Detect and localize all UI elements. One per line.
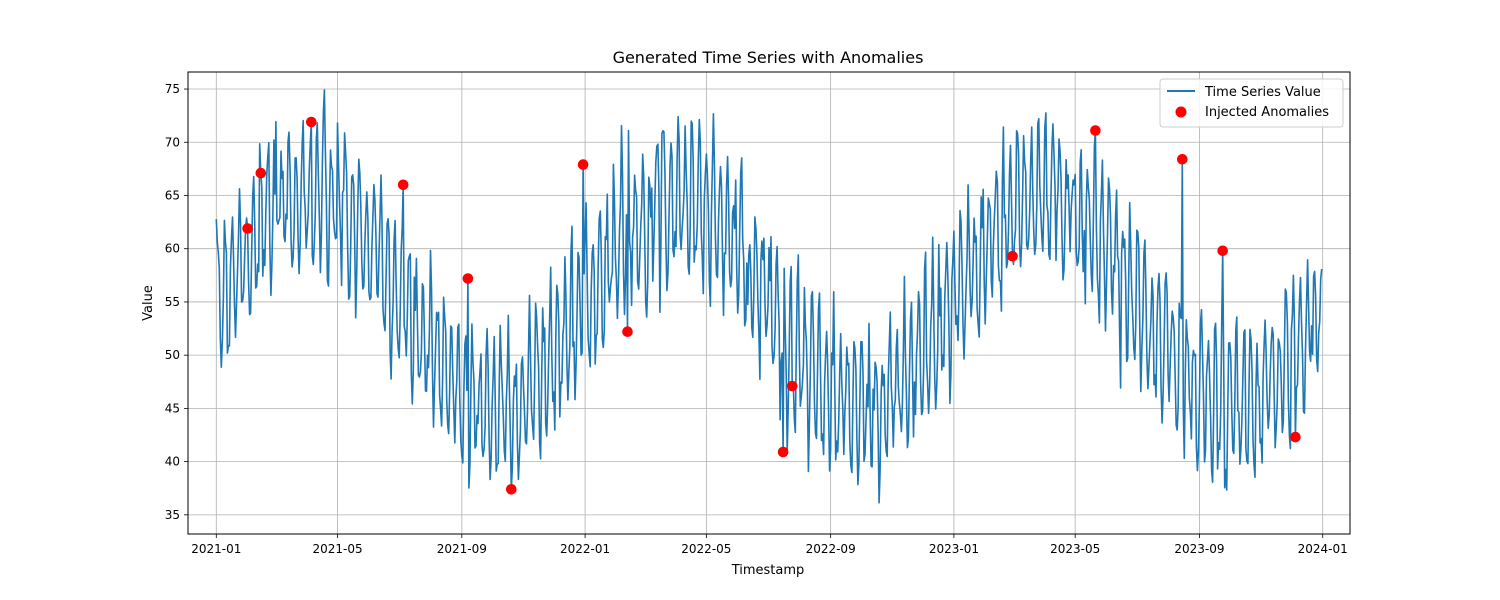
chart-title: Generated Time Series with Anomalies <box>613 48 924 67</box>
anomaly-point <box>255 167 267 179</box>
legend-label-series: Time Series Value <box>1204 85 1321 100</box>
y-axis-label: Value <box>141 285 156 321</box>
legend: Time Series Value Injected Anomalies <box>1159 78 1344 128</box>
x-tick-label: 2024-01 <box>1298 542 1348 556</box>
anomaly-point <box>242 223 253 234</box>
x-tick-label: 2023-01 <box>929 542 979 556</box>
x-tick-label: 2021-01 <box>191 542 241 556</box>
anomaly-point <box>306 116 317 128</box>
y-tick-label: 55 <box>165 295 180 309</box>
x-tick-label: 2021-09 <box>437 542 487 556</box>
anomaly-point <box>462 273 474 284</box>
x-tick-label: 2022-05 <box>681 542 731 556</box>
anomaly-point <box>622 326 633 338</box>
plot-frame <box>187 71 1351 535</box>
y-tick-label: 60 <box>165 242 180 256</box>
y-tick-label: 75 <box>165 82 180 96</box>
x-axis-ticks: 2021-01 2021-05 2021-09 2022-01 2022-05 2022-… <box>191 534 1348 556</box>
anomaly-point <box>397 179 409 191</box>
anomaly-point <box>506 484 517 495</box>
grid <box>188 72 1350 534</box>
anomaly-point <box>786 380 798 392</box>
legend-box <box>1159 78 1344 128</box>
anomaly-point <box>1177 154 1188 165</box>
y-tick-label: 65 <box>165 188 180 202</box>
y-tick-label: 70 <box>165 135 180 149</box>
anomaly-point <box>1217 245 1228 257</box>
x-tick-label: 2023-05 <box>1050 542 1100 556</box>
y-tick-label: 35 <box>165 508 180 522</box>
anomaly-point <box>577 159 589 170</box>
series-line-path <box>215 89 1323 504</box>
anomaly-points <box>242 116 1301 495</box>
legend-label-anomalies: Injected Anomalies <box>1205 105 1329 120</box>
anomaly-point <box>1090 125 1101 136</box>
anomaly-point <box>777 446 789 458</box>
y-tick-label: 45 <box>165 401 180 415</box>
x-axis-label: Timestamp <box>731 563 805 578</box>
anomaly-point <box>1290 431 1301 443</box>
y-tick-label: 40 <box>165 455 180 469</box>
x-tick-label: 2022-01 <box>560 542 610 556</box>
legend-marker-swatch <box>1175 106 1187 118</box>
y-tick-label: 50 <box>165 348 180 362</box>
y-axis-ticks: 35 40 45 50 55 60 65 70 75 <box>165 82 188 522</box>
x-tick-label: 2021-05 <box>312 542 362 556</box>
x-tick-label: 2023-09 <box>1174 542 1224 556</box>
series-time-series-value <box>215 89 1323 504</box>
x-tick-label: 2022-09 <box>806 542 856 556</box>
anomaly-point <box>1007 250 1018 262</box>
